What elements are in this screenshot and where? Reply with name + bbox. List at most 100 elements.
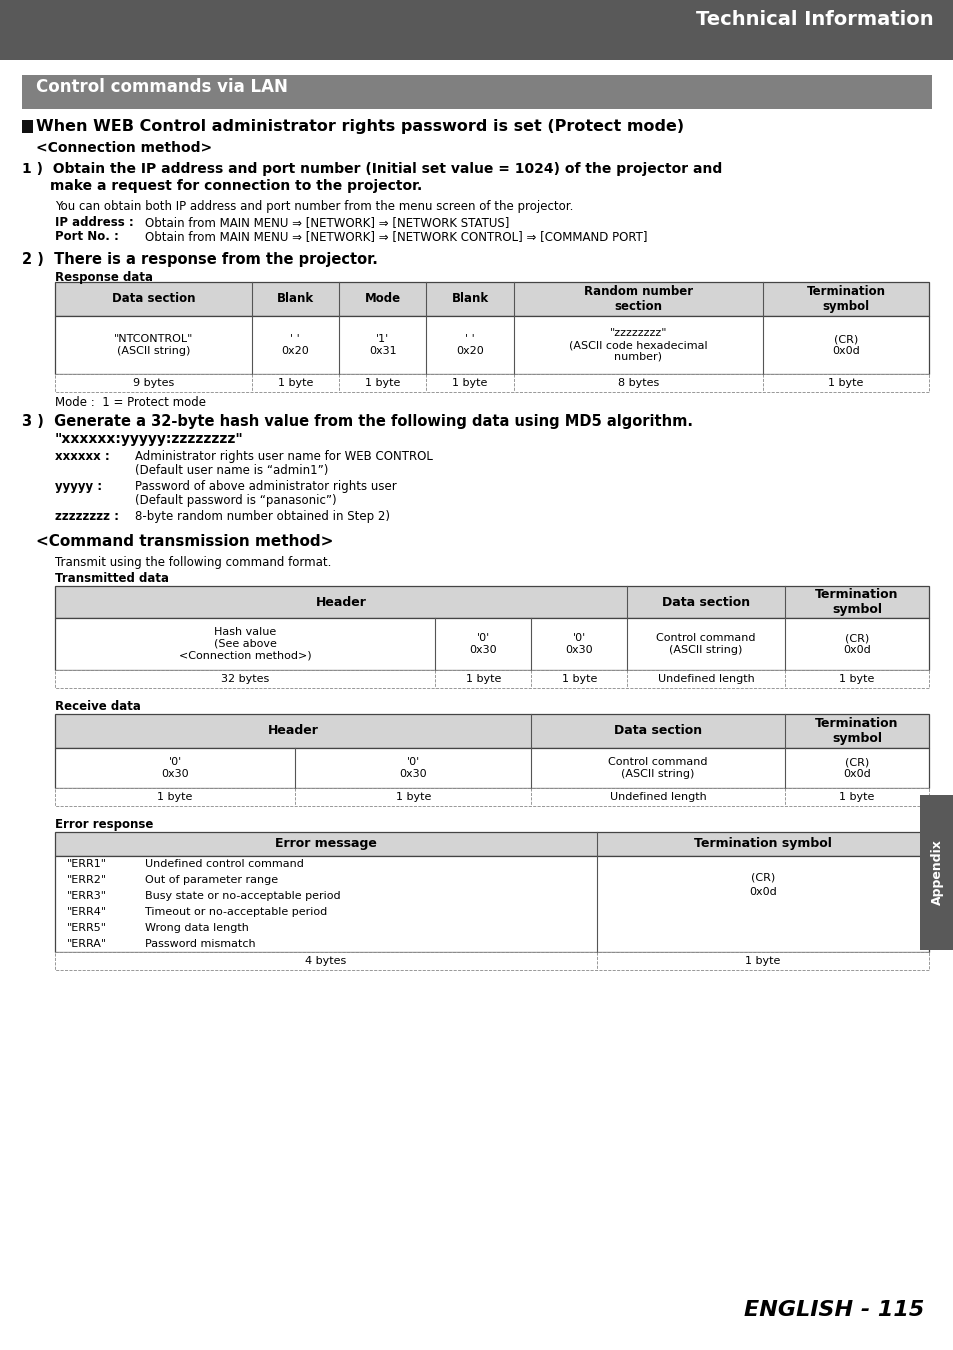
Text: xxxxxx :: xxxxxx : <box>55 450 110 463</box>
Text: Administrator rights user name for WEB CONTROL: Administrator rights user name for WEB C… <box>135 450 433 463</box>
Text: Termination
symbol: Termination symbol <box>805 285 884 313</box>
Bar <box>919 795 953 950</box>
Text: ENGLISH - 115: ENGLISH - 115 <box>742 1300 923 1320</box>
Text: "ERR1": "ERR1" <box>67 859 107 869</box>
Text: (CR)
0x0d: (CR) 0x0d <box>842 757 870 779</box>
Text: 1 byte: 1 byte <box>744 956 780 967</box>
Text: '0'
0x30: '0' 0x30 <box>399 757 427 779</box>
Text: '0'
0x30: '0' 0x30 <box>161 757 189 779</box>
Text: Undefined length: Undefined length <box>609 792 705 802</box>
Bar <box>55 586 928 618</box>
Bar <box>55 316 928 374</box>
Text: Blank: Blank <box>451 293 488 305</box>
Text: 1 byte: 1 byte <box>365 378 400 387</box>
Text: When WEB Control administrator rights password is set (Protect mode): When WEB Control administrator rights pa… <box>36 119 683 134</box>
Text: Control command
(ASCII string): Control command (ASCII string) <box>656 633 755 655</box>
Text: <Command transmission method>: <Command transmission method> <box>36 535 333 549</box>
Text: yyyyy :: yyyyy : <box>55 481 102 493</box>
Bar <box>55 714 928 748</box>
Text: Error message: Error message <box>274 837 376 850</box>
Text: 9 bytes: 9 bytes <box>132 378 173 387</box>
Text: Timeout or no-acceptable period: Timeout or no-acceptable period <box>145 907 327 917</box>
Text: Termination
symbol: Termination symbol <box>814 717 898 745</box>
Text: 32 bytes: 32 bytes <box>221 674 269 684</box>
Text: Password of above administrator rights user: Password of above administrator rights u… <box>135 481 396 493</box>
Text: 8-byte random number obtained in Step 2): 8-byte random number obtained in Step 2) <box>135 510 390 522</box>
Text: 0x0d: 0x0d <box>748 887 776 898</box>
Text: '0'
0x30: '0' 0x30 <box>565 633 593 655</box>
Text: Control command
(ASCII string): Control command (ASCII string) <box>608 757 707 779</box>
Bar <box>55 670 928 688</box>
Text: 1 byte: 1 byte <box>839 674 874 684</box>
Text: "ERR4": "ERR4" <box>67 907 107 917</box>
Text: "zzzzzzzz"
(ASCII code hexadecimal
number): "zzzzzzzz" (ASCII code hexadecimal numbe… <box>569 328 707 362</box>
Text: Out of parameter range: Out of parameter range <box>145 875 278 886</box>
Text: Busy state or no-acceptable period: Busy state or no-acceptable period <box>145 891 340 900</box>
Bar <box>55 282 928 316</box>
Text: Appendix: Appendix <box>929 840 943 906</box>
Text: Error response: Error response <box>55 818 153 832</box>
Text: Wrong data length: Wrong data length <box>145 923 249 933</box>
Text: "ERR2": "ERR2" <box>67 875 107 886</box>
Text: ' '
0x20: ' ' 0x20 <box>456 335 483 356</box>
Bar <box>55 748 928 788</box>
Text: "ERRA": "ERRA" <box>67 940 107 949</box>
Text: 1 byte: 1 byte <box>465 674 500 684</box>
Text: '1'
0x31: '1' 0x31 <box>369 335 396 356</box>
Text: Transmit using the following command format.: Transmit using the following command for… <box>55 556 331 568</box>
Text: Password mismatch: Password mismatch <box>145 940 255 949</box>
Text: 2 )  There is a response from the projector.: 2 ) There is a response from the project… <box>22 252 377 267</box>
Bar <box>55 374 928 392</box>
Text: "ERR5": "ERR5" <box>67 923 107 933</box>
Text: Receive data: Receive data <box>55 701 141 713</box>
Text: 1 byte: 1 byte <box>452 378 487 387</box>
Text: 1 byte: 1 byte <box>827 378 862 387</box>
Text: 3 )  Generate a 32-byte hash value from the following data using MD5 algorithm.: 3 ) Generate a 32-byte hash value from t… <box>22 414 692 429</box>
Text: Undefined control command: Undefined control command <box>145 859 304 869</box>
Text: make a request for connection to the projector.: make a request for connection to the pro… <box>50 180 422 193</box>
Bar <box>55 832 928 856</box>
Text: (CR)
0x0d: (CR) 0x0d <box>842 633 870 655</box>
Text: (Default user name is “admin1”): (Default user name is “admin1”) <box>135 464 328 477</box>
Text: 1 byte: 1 byte <box>277 378 313 387</box>
Text: ' '
0x20: ' ' 0x20 <box>281 335 309 356</box>
Text: (CR): (CR) <box>750 872 774 882</box>
Text: Hash value
(See above
<Connection method>): Hash value (See above <Connection method… <box>178 628 311 660</box>
Text: Header: Header <box>268 725 318 737</box>
Text: 1 byte: 1 byte <box>395 792 431 802</box>
Text: 4 bytes: 4 bytes <box>305 956 346 967</box>
Text: zzzzzzzz :: zzzzzzzz : <box>55 510 119 522</box>
Text: Obtain from MAIN MENU ⇒ [NETWORK] ⇒ [NETWORK STATUS]: Obtain from MAIN MENU ⇒ [NETWORK] ⇒ [NET… <box>145 216 509 230</box>
Bar <box>22 120 33 134</box>
Text: Control commands via LAN: Control commands via LAN <box>36 78 288 96</box>
Text: Termination symbol: Termination symbol <box>693 837 831 850</box>
Text: 1 )  Obtain the IP address and port number (Initial set value = 1024) of the pro: 1 ) Obtain the IP address and port numbe… <box>22 162 721 176</box>
Text: Technical Information: Technical Information <box>696 9 933 28</box>
Text: Random number
section: Random number section <box>583 285 692 313</box>
Text: You can obtain both IP address and port number from the menu screen of the proje: You can obtain both IP address and port … <box>55 200 573 213</box>
Bar <box>55 788 928 806</box>
Bar <box>0 0 953 59</box>
Text: Termination
symbol: Termination symbol <box>814 589 898 616</box>
Text: Data section: Data section <box>661 595 749 609</box>
Text: <Connection method>: <Connection method> <box>36 140 212 155</box>
Text: (Default password is “panasonic”): (Default password is “panasonic”) <box>135 494 336 508</box>
Text: '0'
0x30: '0' 0x30 <box>469 633 497 655</box>
Text: Mode: Mode <box>364 293 400 305</box>
Text: 1 byte: 1 byte <box>157 792 193 802</box>
Text: Header: Header <box>315 595 366 609</box>
Text: Port No. :: Port No. : <box>55 230 119 243</box>
Bar <box>55 952 928 971</box>
Text: "ERR3": "ERR3" <box>67 891 107 900</box>
Text: 1 byte: 1 byte <box>839 792 874 802</box>
Text: Data section: Data section <box>112 293 194 305</box>
Text: IP address :: IP address : <box>55 216 133 230</box>
Text: "NTCONTROL"
(ASCII string): "NTCONTROL" (ASCII string) <box>113 335 193 356</box>
Text: Mode :  1 = Protect mode: Mode : 1 = Protect mode <box>55 396 206 409</box>
Text: 1 byte: 1 byte <box>561 674 597 684</box>
Bar <box>55 618 928 670</box>
Text: (CR)
0x0d: (CR) 0x0d <box>831 335 859 356</box>
Text: Data section: Data section <box>614 725 701 737</box>
Text: Transmitted data: Transmitted data <box>55 572 169 585</box>
Bar <box>55 856 928 952</box>
